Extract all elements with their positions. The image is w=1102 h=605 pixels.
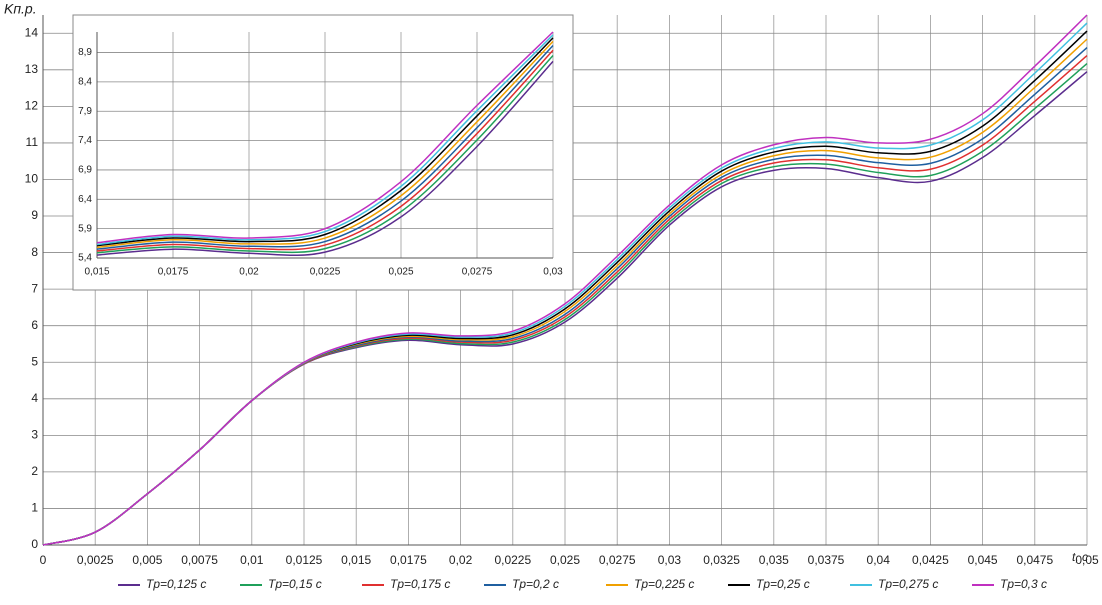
x-tick-label: 0,03 (543, 267, 563, 278)
x-tick-label: 0,02 (239, 267, 259, 278)
x-axis-label: t, c (1072, 550, 1088, 564)
x-tick-label: 0,0175 (390, 553, 427, 567)
legend-label: Tp=0,225 c (634, 577, 694, 591)
x-tick-label: 0,0475 (1016, 553, 1053, 567)
series-line (42, 14, 1088, 546)
y-tick-label: 12 (25, 99, 39, 113)
y-tick-label: 8 (31, 245, 38, 259)
inset-plot: 0,015 0,0175 0,02 0,0225 0,025 0,0275 0,03 5,4 5… (78, 31, 563, 278)
x-tick-label: 0,03 (658, 553, 682, 567)
y-axis-label: Kп.р. (4, 1, 37, 17)
x-tick-label: 0,0275 (599, 553, 636, 567)
x-tick-label: 0,005 (132, 553, 162, 567)
x-tick-label: 0,025 (550, 553, 580, 567)
series-line (96, 31, 554, 244)
x-tick-label: 0,0225 (310, 267, 341, 278)
legend-label: Tp=0,125 c (146, 577, 206, 591)
legend-label: Tp=0,275 c (878, 577, 938, 591)
x-tick-label: 0,035 (759, 553, 789, 567)
x-tick-label: 0,0025 (77, 553, 114, 567)
x-tick-label: 0,045 (968, 553, 998, 567)
y-tick-label: 1 (31, 501, 38, 515)
y-tick-label: 5,9 (78, 223, 92, 234)
y-tick-label: 6 (31, 318, 38, 332)
x-tick-label: 0,0125 (286, 553, 323, 567)
y-tick-label: 13 (25, 62, 39, 76)
legend-label: Tp=0,25 c (756, 577, 810, 591)
x-tick-label: 0,02 (449, 553, 473, 567)
legend-label: Tp=0,3 c (1000, 577, 1047, 591)
series-line (96, 60, 554, 257)
y-tick-label: 5 (31, 354, 38, 368)
legend-label: Tp=0,15 c (268, 577, 322, 591)
y-tick-label: 7,9 (78, 106, 92, 117)
y-tick-label: 2 (31, 464, 38, 478)
y-tick-label: 14 (25, 25, 39, 39)
x-tick-label: 0 (40, 553, 47, 567)
x-tick-label: 0,015 (84, 267, 109, 278)
x-tick-label: 0,01 (240, 553, 264, 567)
y-tick-label: 8,9 (78, 47, 92, 58)
x-tick-label: 0,025 (388, 267, 413, 278)
y-tick-label: 0 (31, 537, 38, 551)
x-tick-label: 0,0275 (462, 267, 493, 278)
x-tick-label: 0,015 (341, 553, 371, 567)
x-tick-label: 0,04 (867, 553, 891, 567)
series-line (96, 49, 554, 252)
y-tick-label: 6,4 (78, 194, 92, 205)
series-line (96, 37, 554, 247)
series-line (96, 40, 554, 249)
x-tick-label: 0,05 (1075, 553, 1099, 567)
y-tick-label: 4 (31, 391, 38, 405)
y-tick-label: 5,4 (78, 253, 92, 264)
legend-label: Tp=0,175 c (390, 577, 450, 591)
y-tick-label: 3 (31, 428, 38, 442)
inset-frame (72, 14, 574, 291)
x-tick-label: 0,0175 (158, 267, 189, 278)
y-tick-label: 7 (31, 281, 38, 295)
y-tick-label: 8,4 (78, 77, 92, 88)
x-tick-label: 0,0075 (181, 553, 218, 567)
series-line (96, 44, 554, 250)
legend-label: Tp=0,2 c (512, 577, 559, 591)
x-tick-label: 0,0375 (808, 553, 845, 567)
series-line (96, 34, 554, 246)
y-tick-label: 7,4 (78, 135, 92, 146)
series-line (96, 54, 554, 254)
y-tick-label: 6,9 (78, 165, 92, 176)
x-tick-label: 0,0425 (912, 553, 949, 567)
y-tick-label: 9 (31, 208, 38, 222)
x-tick-label: 0,0225 (494, 553, 531, 567)
x-tick-label: 0,0325 (703, 553, 740, 567)
y-tick-label: 10 (25, 172, 39, 186)
y-tick-label: 11 (26, 135, 39, 149)
